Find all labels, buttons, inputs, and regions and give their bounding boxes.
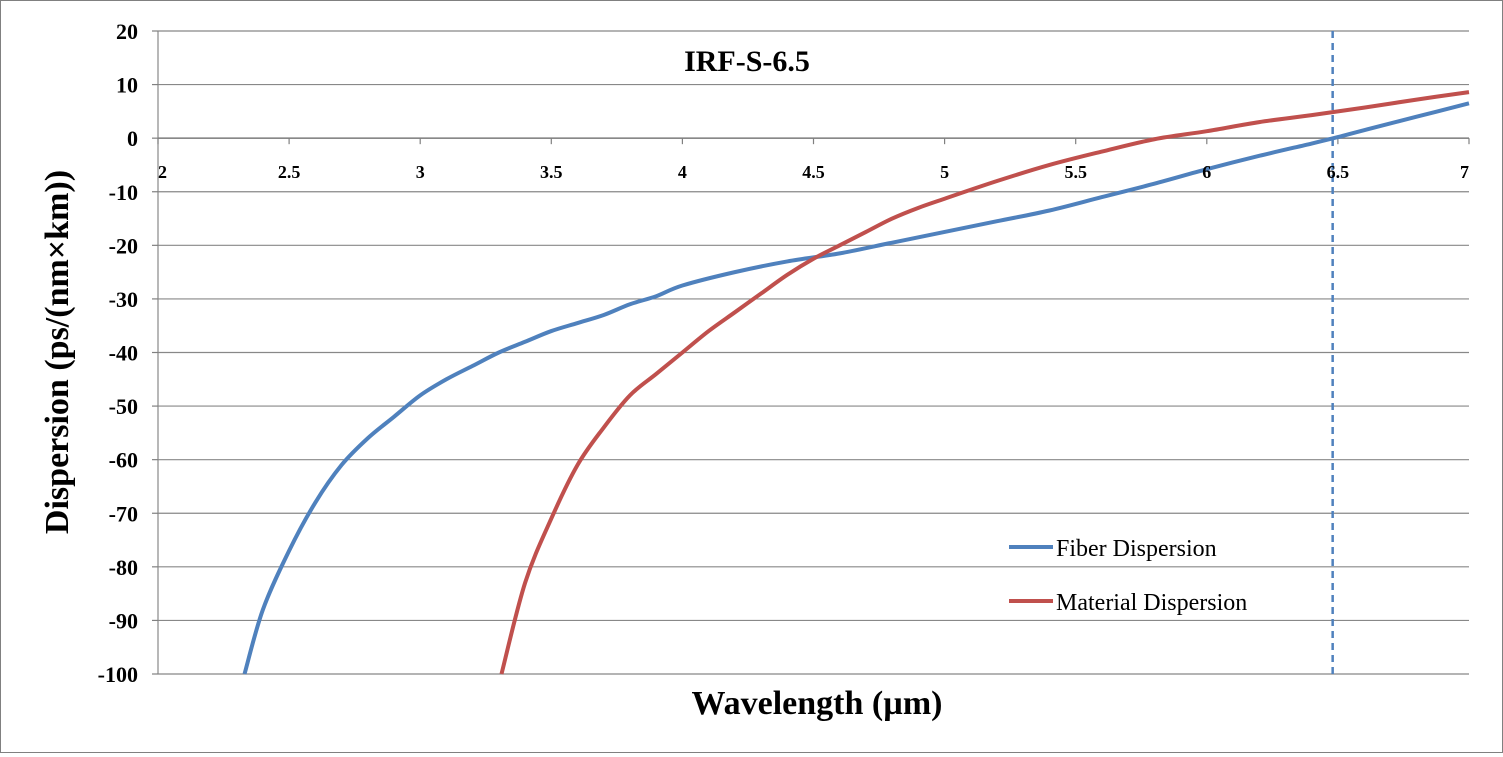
x-tick-label: 6 xyxy=(1202,162,1211,182)
axes xyxy=(152,30,1470,675)
series-lines xyxy=(242,90,1470,675)
series-line-material-dispersion xyxy=(499,90,1470,675)
y-tick-label: 20 xyxy=(116,19,138,44)
y-tick-label: -50 xyxy=(109,394,138,419)
y-tick-label: -10 xyxy=(109,180,138,205)
x-tick-label: 4 xyxy=(678,162,687,182)
y-tick-label: -60 xyxy=(109,448,138,473)
x-tick-labels: 2 2.5 3 3.5 4 4.5 5 5.5 6 6.5 7 xyxy=(158,162,1469,182)
gridlines xyxy=(158,30,1469,675)
x-tick-label: 2 xyxy=(158,162,167,182)
x-tick-label: 5 xyxy=(940,162,949,182)
x-tick-label: 4.5 xyxy=(802,162,825,182)
y-tick-label: -80 xyxy=(109,555,138,580)
y-tick-label: -20 xyxy=(109,233,138,258)
x-tick-label: 3 xyxy=(416,162,425,182)
x-tick-label: 5.5 xyxy=(1064,162,1087,182)
chart-title: IRF-S-6.5 xyxy=(684,45,810,78)
legend: Fiber Dispersion Material Dispersion xyxy=(1009,536,1247,616)
legend-label-fiber-dispersion: Fiber Dispersion xyxy=(1056,536,1217,562)
y-tick-label: -30 xyxy=(109,287,138,312)
x-tick-label: 3.5 xyxy=(540,162,563,182)
x-tick-label: 2.5 xyxy=(278,162,301,182)
y-tick-label: -40 xyxy=(109,341,138,366)
legend-label-material-dispersion: Material Dispersion xyxy=(1056,590,1247,616)
y-tick-label: -90 xyxy=(109,608,138,633)
y-tick-label: -70 xyxy=(109,501,138,526)
series-line-fiber-dispersion xyxy=(242,101,1470,675)
y-axis-title: Dispersion (ps/(nm×km)) xyxy=(39,170,76,534)
x-tick-label: 6.5 xyxy=(1327,162,1350,182)
y-tick-labels: 20 10 0 -10 -20 -30 -40 -50 -60 -70 -80 -90 -100 xyxy=(98,19,138,687)
y-tick-label: 0 xyxy=(127,126,138,151)
y-tick-label: -100 xyxy=(98,662,138,687)
x-axis-title: Wavelength (µm) xyxy=(692,685,943,722)
y-tick-label: 10 xyxy=(116,73,138,98)
x-tick-label: 7 xyxy=(1460,162,1469,182)
